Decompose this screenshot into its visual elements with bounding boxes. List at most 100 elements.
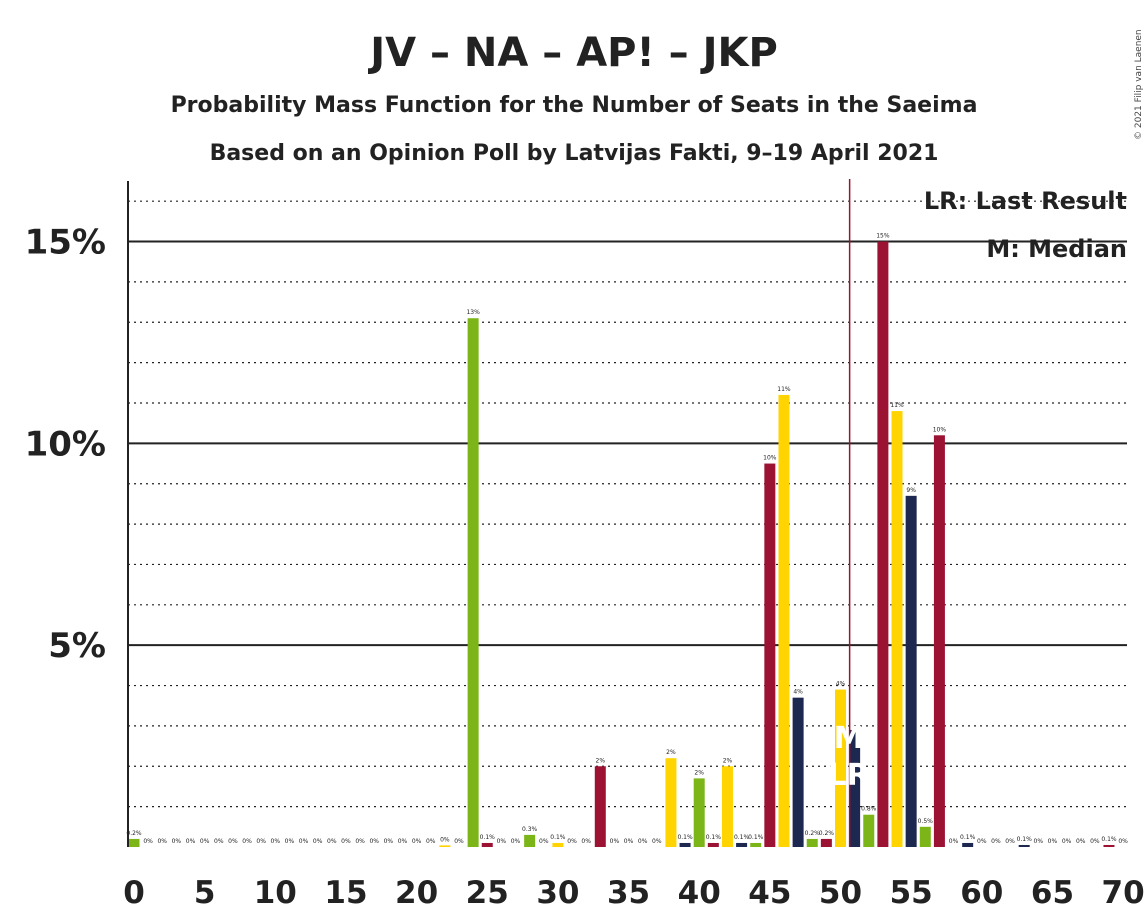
x-tick-label: 35 [607,875,650,911]
x-tick-label: 45 [748,875,791,911]
bar-seat-56 [919,826,931,847]
bar-seat-39 [679,842,691,847]
bar-label-seat-31: 0% [567,838,577,845]
bar-label-seat-53: 15% [876,233,890,240]
y-tick-label: 15% [25,223,106,263]
chart-subtitle-poll: Based on an Opinion Poll by Latvijas Fak… [210,141,939,166]
bar-label-seat-38: 2% [666,749,676,756]
bar-label-seat-57: 10% [933,426,947,433]
bar-label-seat-6: 0% [214,838,224,845]
bar-label-seat-60: 0% [977,838,987,845]
bar-label-seat-26: 0% [497,838,507,845]
bar-label-seat-18: 0% [384,838,394,845]
bar-label-seat-9: 0% [256,838,266,845]
bar-seat-54 [891,411,903,847]
x-tick-label: 65 [1031,875,1074,911]
bar-seat-59 [962,842,974,847]
bar-label-seat-41: 0.1% [706,834,722,841]
bar-seat-45 [764,463,776,847]
bar-label-seat-1: 0% [143,838,153,845]
bar-label-seat-36: 0% [638,838,648,845]
bar-label-seat-32: 0% [581,838,591,845]
bar-label-seat-59: 0.1% [960,834,976,841]
x-tick-label: 20 [395,875,438,911]
bar-label-seat-24: 13% [466,309,480,316]
bar-label-seat-48: 0.2% [805,830,821,837]
bar-label-seat-20: 0% [412,838,422,845]
bar-label-seat-12: 0% [299,838,309,845]
bar-label-seat-0: 0.2% [126,830,142,837]
bar-seat-63 [1018,844,1030,847]
bar-label-seat-43: 0.1% [734,834,750,841]
bar-label-seat-37: 0% [652,838,662,845]
bar-label-seat-23: 0% [454,838,464,845]
bar-label-seat-58: 0% [949,838,959,845]
bar-label-seat-52: 0.8% [861,806,877,813]
x-tick-label: 50 [819,875,862,911]
bar-seat-30 [552,842,564,847]
grid-lines [128,200,1127,808]
bar-label-seat-56: 0.5% [918,818,934,825]
bar-label-seat-2: 0% [157,838,167,845]
bar-label-seat-66: 0% [1062,838,1072,845]
bar-seat-57 [933,435,945,847]
bar-label-seat-34: 0% [610,838,620,845]
bar-label-seat-68: 0% [1090,838,1100,845]
chart-subtitle: Probability Mass Function for the Number… [171,93,978,118]
bar-label-seat-62: 0% [1005,838,1015,845]
bar-label-seat-55: 9% [906,487,916,494]
bar-label-seat-14: 0% [327,838,337,845]
bar-label-seat-67: 0% [1076,838,1086,845]
bar-label-seat-47: 4% [793,689,803,696]
bar-label-seat-45: 10% [763,455,777,462]
bar-seat-50 [835,689,846,847]
y-tick-labels: 5% 10% 15% [25,223,106,667]
bar-label-seat-33: 2% [596,757,606,764]
bar-label-seat-54: 11% [890,402,904,409]
bar-label-seat-3: 0% [172,838,182,845]
bar-seat-49 [820,838,832,847]
bar-label-seat-35: 0% [624,838,634,845]
bar-seat-55 [905,495,917,847]
bar-seat-44 [750,842,762,847]
bar-label-seat-70: 0% [1118,838,1128,845]
x-tick-label: 40 [678,875,721,911]
y-tick-label: 10% [25,424,106,464]
bar-label-seat-28: 0.3% [522,826,538,833]
bar-label-seat-46: 11% [777,386,791,393]
bar-seat-25 [481,842,493,847]
x-tick-label: 0 [123,875,145,911]
last-result-marker-label: LR [828,758,870,793]
bar-label-seat-44: 0.1% [748,834,764,841]
bar-seat-28 [524,834,536,847]
bar-label-seat-17: 0% [369,838,379,845]
bar-seat-22 [439,845,451,847]
bar-label-seat-61: 0% [991,838,1001,845]
median-marker-label: M [834,721,864,756]
bar-label-seat-7: 0% [228,838,238,845]
x-tick-label: 60 [960,875,1003,911]
bar-seat-69 [1103,844,1115,847]
bar-label-seat-64: 0% [1034,838,1044,845]
x-tick-labels: 0 5 10 15 20 25 30 35 40 45 50 55 60 65 70 [123,875,1144,911]
bar-seat-38 [665,758,677,847]
legend-last-result: LR: Last Result [924,187,1127,215]
bar-label-seat-13: 0% [313,838,323,845]
bar-seat-46 [778,394,790,847]
bar-value-labels: 0.2%0% 0% 0% 0% 0% 0% 0% 0% 0% 0% 0% 0% 0% 0% 0% 0% 0% 0%… [126,233,1128,845]
bar-label-seat-4: 0% [186,838,196,845]
bar-seat-51 [849,729,861,847]
bar-seat-42 [721,766,733,847]
bar-label-seat-65: 0% [1048,838,1058,845]
x-tick-label: 25 [466,875,509,911]
bar-label-seat-49: 0.2% [819,830,835,837]
x-tick-label: 70 [1102,875,1145,911]
bar-label-seat-39: 0.1% [677,834,693,841]
bar-seat-48 [806,838,818,847]
copyright-note: © 2021 Filip van Laenen [1134,29,1144,140]
bar-label-seat-11: 0% [285,838,295,845]
bar-seat-0 [128,838,140,847]
bar-label-seat-21: 0% [426,838,436,845]
bar-seat-53 [877,241,889,847]
bar-seat-33 [594,766,606,847]
